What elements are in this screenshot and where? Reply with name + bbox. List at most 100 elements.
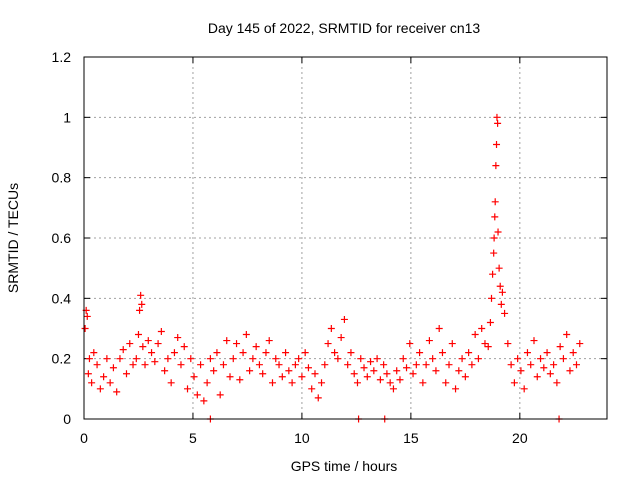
data-point: [337, 334, 345, 342]
data-point: [154, 340, 162, 348]
data-point: [363, 373, 371, 381]
data-point: [465, 349, 473, 357]
data-point: [285, 367, 293, 375]
data-point: [484, 343, 492, 351]
data-point: [373, 355, 381, 363]
data-point: [357, 355, 365, 363]
data-point: [311, 370, 319, 378]
data-point: [138, 300, 146, 308]
data-point: [380, 361, 388, 369]
data-point: [282, 349, 290, 357]
data-point: [353, 379, 361, 387]
data-point: [327, 325, 335, 332]
data-point: [496, 282, 504, 290]
data-point: [419, 379, 427, 387]
data-point: [301, 349, 309, 357]
data-point: [494, 119, 502, 127]
data-point: [259, 370, 267, 378]
x-axis-label: GPS time / hours: [291, 458, 398, 474]
data-point: [572, 361, 580, 369]
data-point: [504, 340, 512, 348]
data-point: [103, 355, 111, 363]
data-point: [540, 364, 548, 372]
data-point: [559, 355, 567, 363]
data-point: [134, 331, 142, 339]
data-point: [507, 361, 515, 369]
data-point: [442, 379, 450, 387]
data-point: [318, 379, 326, 387]
plot-frame: [83, 56, 608, 420]
x-tick-label: 15: [403, 430, 419, 446]
data-point: [396, 376, 404, 384]
data-point: [481, 340, 489, 348]
data-point: [556, 343, 564, 351]
data-point: [497, 300, 505, 308]
data-point: [167, 379, 175, 387]
data-point: [488, 294, 496, 302]
data-point: [474, 355, 482, 363]
data-point: [461, 373, 469, 381]
data-point: [347, 349, 355, 357]
data-point: [412, 361, 420, 369]
y-tick-label: 0.4: [52, 290, 72, 306]
data-point: [576, 340, 584, 348]
data-point: [109, 364, 117, 372]
data-point: [206, 355, 214, 363]
data-point: [84, 370, 92, 378]
data-point: [452, 385, 460, 393]
data-point: [422, 361, 430, 369]
data-point: [119, 346, 127, 354]
data-point: [429, 355, 437, 363]
data-point: [239, 349, 247, 357]
data-point: [88, 379, 96, 387]
x-tick-label: 20: [512, 430, 528, 446]
data-point: [197, 361, 205, 369]
data-point: [164, 355, 172, 363]
data-point: [498, 288, 506, 296]
data-point: [478, 325, 486, 332]
data-point: [340, 315, 348, 323]
data-point: [136, 306, 144, 314]
data-point: [298, 373, 306, 381]
data-point: [533, 373, 541, 381]
data-point: [219, 361, 227, 369]
data-point: [255, 361, 263, 369]
data-point: [180, 343, 188, 351]
data-point: [265, 337, 273, 345]
data-point: [448, 340, 456, 348]
data-point: [96, 385, 104, 393]
data-point: [489, 270, 497, 278]
y-axis-label: SRMTID / TECUs: [5, 183, 21, 293]
data-point: [491, 213, 499, 221]
data-point: [445, 361, 453, 369]
data-point: [490, 234, 498, 242]
data-point: [409, 370, 417, 378]
data-point: [566, 367, 574, 375]
data-point: [393, 367, 401, 375]
x-tick-label: 5: [189, 430, 197, 446]
data-point: [350, 370, 358, 378]
data-point: [246, 367, 254, 375]
data-point: [543, 349, 551, 357]
data-point: [435, 325, 443, 332]
data-point: [367, 358, 375, 366]
data-point: [203, 379, 211, 387]
data-point: [213, 349, 221, 357]
data-point: [126, 340, 134, 348]
data-point: [83, 312, 91, 320]
x-tick-label: 0: [80, 430, 88, 446]
y-tick-label: 1: [63, 109, 71, 125]
data-point: [93, 361, 101, 369]
data-point: [278, 373, 286, 381]
y-tick-label: 0.6: [52, 230, 72, 246]
data-point: [216, 391, 224, 399]
x-tick-label: 10: [294, 430, 310, 446]
data-point: [494, 228, 502, 236]
data-point: [233, 340, 241, 348]
data-point: [468, 361, 476, 369]
data-point: [331, 349, 339, 357]
data-point: [190, 373, 198, 381]
data-point: [106, 379, 114, 387]
data-point: [458, 355, 466, 363]
